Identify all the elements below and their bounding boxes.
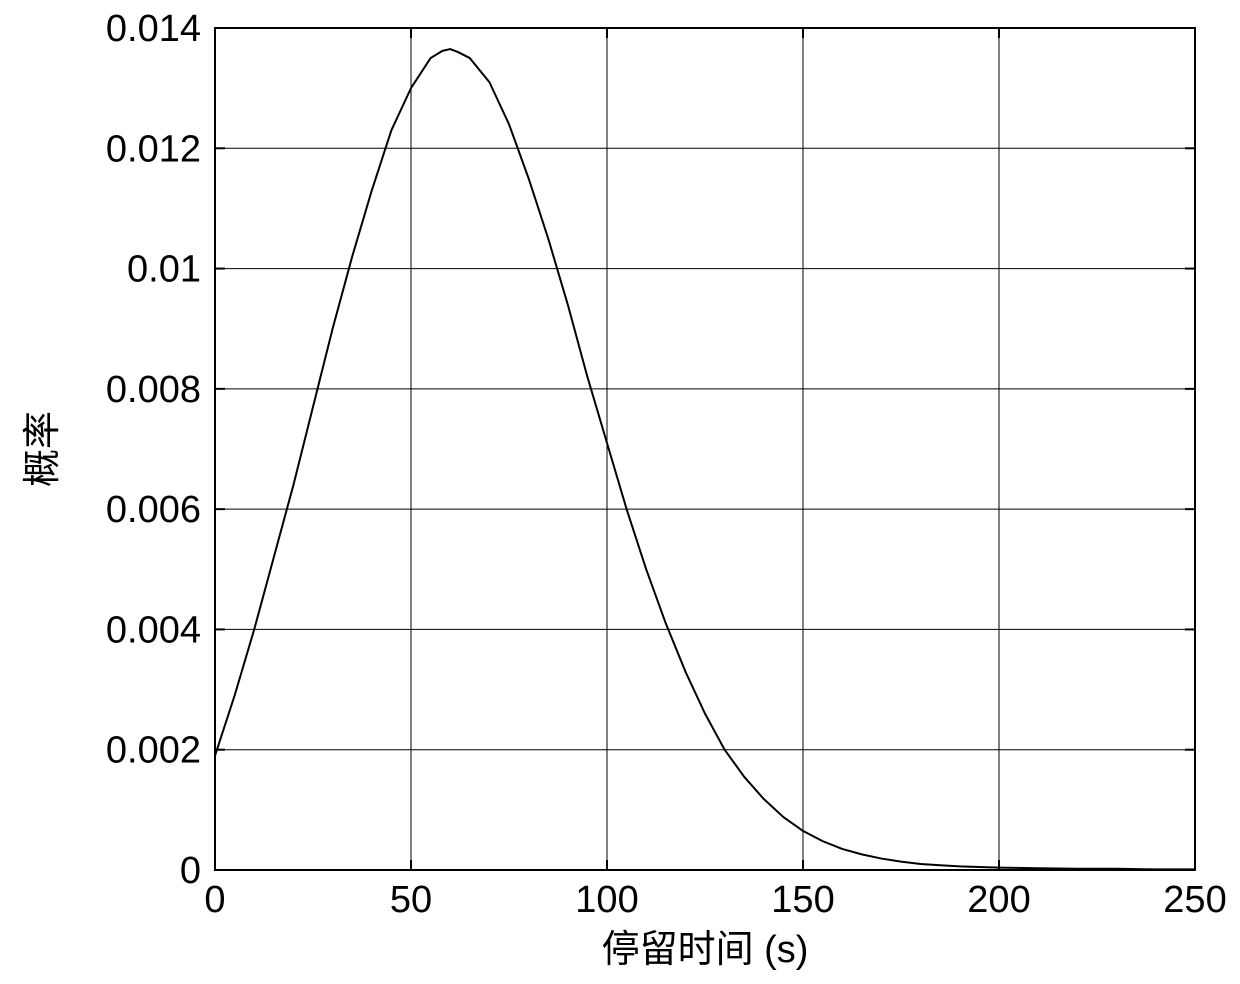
y-tick-label: 0.008 bbox=[106, 369, 201, 411]
line-chart: 0 50 100 150 200 250 0 0.002 0.004 0.006 0.008 0.01… bbox=[0, 0, 1240, 984]
x-tick-label: 200 bbox=[967, 879, 1030, 921]
y-axis-label: 概率 bbox=[22, 411, 64, 487]
plot-background bbox=[215, 28, 1195, 870]
y-tick-label: 0.014 bbox=[106, 8, 201, 50]
x-tick-label: 150 bbox=[771, 879, 834, 921]
y-tick-label: 0.006 bbox=[106, 489, 201, 531]
x-axis-label: 停留时间 (s) bbox=[602, 929, 809, 971]
x-tick-label: 250 bbox=[1163, 879, 1226, 921]
y-tick-label: 0.01 bbox=[127, 249, 201, 291]
x-tick-label: 50 bbox=[390, 879, 432, 921]
y-tick-label: 0.004 bbox=[106, 609, 201, 651]
chart-container: 0 50 100 150 200 250 0 0.002 0.004 0.006 0.008 0.01… bbox=[0, 0, 1240, 984]
x-tick-label: 0 bbox=[204, 879, 225, 921]
y-tick-label: 0 bbox=[180, 850, 201, 892]
y-tick-label: 0.002 bbox=[106, 730, 201, 772]
y-tick-label: 0.012 bbox=[106, 128, 201, 170]
x-tick-label: 100 bbox=[575, 879, 638, 921]
